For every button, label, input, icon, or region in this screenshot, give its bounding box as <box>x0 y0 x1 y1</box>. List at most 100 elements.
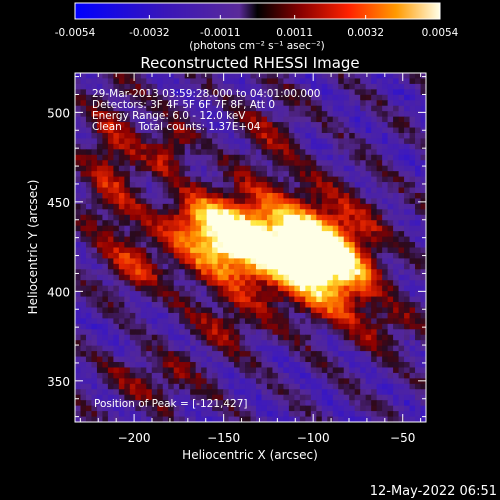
heatmap-cell <box>338 378 345 385</box>
heatmap-cell <box>376 252 383 259</box>
heatmap-cell <box>349 383 356 390</box>
heatmap-cell <box>129 154 136 161</box>
heatmap-cell <box>190 372 197 379</box>
footer-timestamp: 12-May-2022 06:51 <box>370 484 497 499</box>
heatmap-cell <box>234 94 241 101</box>
heatmap-cell <box>310 285 317 292</box>
heatmap-cell <box>294 367 301 374</box>
heatmap-cell <box>217 372 224 379</box>
heatmap-cell <box>371 89 378 96</box>
heatmap-cell <box>316 83 323 90</box>
heatmap-cell <box>228 416 235 422</box>
heatmap-cell <box>321 345 328 352</box>
heatmap-cell <box>135 405 142 412</box>
heatmap-cell <box>80 111 87 118</box>
heatmap-cell <box>162 351 169 358</box>
heatmap-cell <box>283 372 290 379</box>
heatmap-cell <box>272 356 279 363</box>
heatmap-cell <box>80 214 87 221</box>
heatmap-cell <box>294 362 301 369</box>
heatmap-cell <box>349 127 356 134</box>
heatmap-cell <box>118 111 125 118</box>
heatmap-cell <box>354 220 361 227</box>
heatmap-cell <box>327 105 334 112</box>
heatmap-cell <box>321 302 328 309</box>
heatmap-cell <box>321 372 328 379</box>
heatmap-cell <box>371 187 378 194</box>
heatmap-cell <box>354 378 361 385</box>
heatmap-cell <box>272 280 279 287</box>
heatmap-cell <box>305 94 312 101</box>
heatmap-cell <box>272 100 279 107</box>
heatmap-cell <box>146 242 153 249</box>
heatmap-cell <box>146 318 153 325</box>
heatmap-cell <box>157 149 164 156</box>
heatmap-cell <box>234 122 241 129</box>
heatmap-cell <box>376 83 383 90</box>
heatmap-cell <box>332 165 339 172</box>
heatmap-cell <box>96 149 104 156</box>
heatmap-cell <box>228 105 235 112</box>
heatmap-cell <box>261 329 268 336</box>
heatmap-cell <box>404 378 411 385</box>
heatmap-cell <box>102 132 109 140</box>
heatmap-cell <box>151 182 158 189</box>
heatmap-cell <box>365 182 372 189</box>
heatmap-cell <box>228 94 235 101</box>
heatmap-cell <box>354 291 361 298</box>
heatmap-cell <box>398 340 405 347</box>
heatmap-cell <box>272 111 279 118</box>
heatmap-cell <box>206 329 213 336</box>
heatmap-cell <box>316 334 323 341</box>
heatmap-cell <box>277 378 284 385</box>
heatmap-cell <box>75 411 82 418</box>
heatmap-cell <box>338 367 345 374</box>
heatmap-cell <box>420 372 426 379</box>
heatmap-cell <box>96 312 104 319</box>
heatmap-cell <box>415 372 422 379</box>
heatmap-cell <box>349 389 356 396</box>
heatmap-cell <box>118 312 125 319</box>
heatmap-cell <box>118 220 125 227</box>
heatmap-cell <box>354 372 361 379</box>
heatmap-cell <box>212 269 219 276</box>
heatmap-cell <box>382 400 389 407</box>
heatmap-cell <box>223 323 230 330</box>
heatmap-cell <box>409 312 416 319</box>
heatmap-cell <box>393 394 400 401</box>
heatmap-cell <box>365 318 372 325</box>
heatmap-cell <box>332 198 339 205</box>
heatmap-cell <box>173 209 180 216</box>
heatmap-cell <box>135 362 142 369</box>
heatmap-cell <box>255 154 263 161</box>
heatmap-cell <box>294 258 301 265</box>
heatmap-cell <box>157 362 164 369</box>
heatmap-cell <box>162 132 169 140</box>
heatmap-cell <box>157 160 164 167</box>
heatmap-cell <box>234 209 241 216</box>
heatmap-cell <box>113 291 120 298</box>
heatmap-cell <box>80 269 87 276</box>
heatmap-cell <box>404 323 411 330</box>
heatmap-cell <box>80 383 87 390</box>
heatmap-cell <box>151 372 158 379</box>
heatmap-cell <box>288 111 295 118</box>
heatmap-cell <box>201 302 208 309</box>
heatmap-cell <box>316 149 323 156</box>
heatmap-cell <box>102 351 109 358</box>
heatmap-cell <box>162 362 169 369</box>
heatmap-cell <box>212 122 219 129</box>
heatmap-cell <box>195 323 202 330</box>
heatmap-cell <box>217 236 224 243</box>
heatmap-cell <box>255 127 263 134</box>
heatmap-cell <box>310 334 317 341</box>
heatmap-cell <box>228 405 235 412</box>
heatmap-cell <box>223 329 230 336</box>
heatmap-cell <box>146 302 153 309</box>
heatmap-cell <box>75 192 82 200</box>
heatmap-cell <box>354 149 361 156</box>
heatmap-cell <box>146 345 153 352</box>
heatmap-cell <box>288 405 295 412</box>
heatmap-cell <box>393 258 400 265</box>
heatmap-cell <box>201 73 208 80</box>
